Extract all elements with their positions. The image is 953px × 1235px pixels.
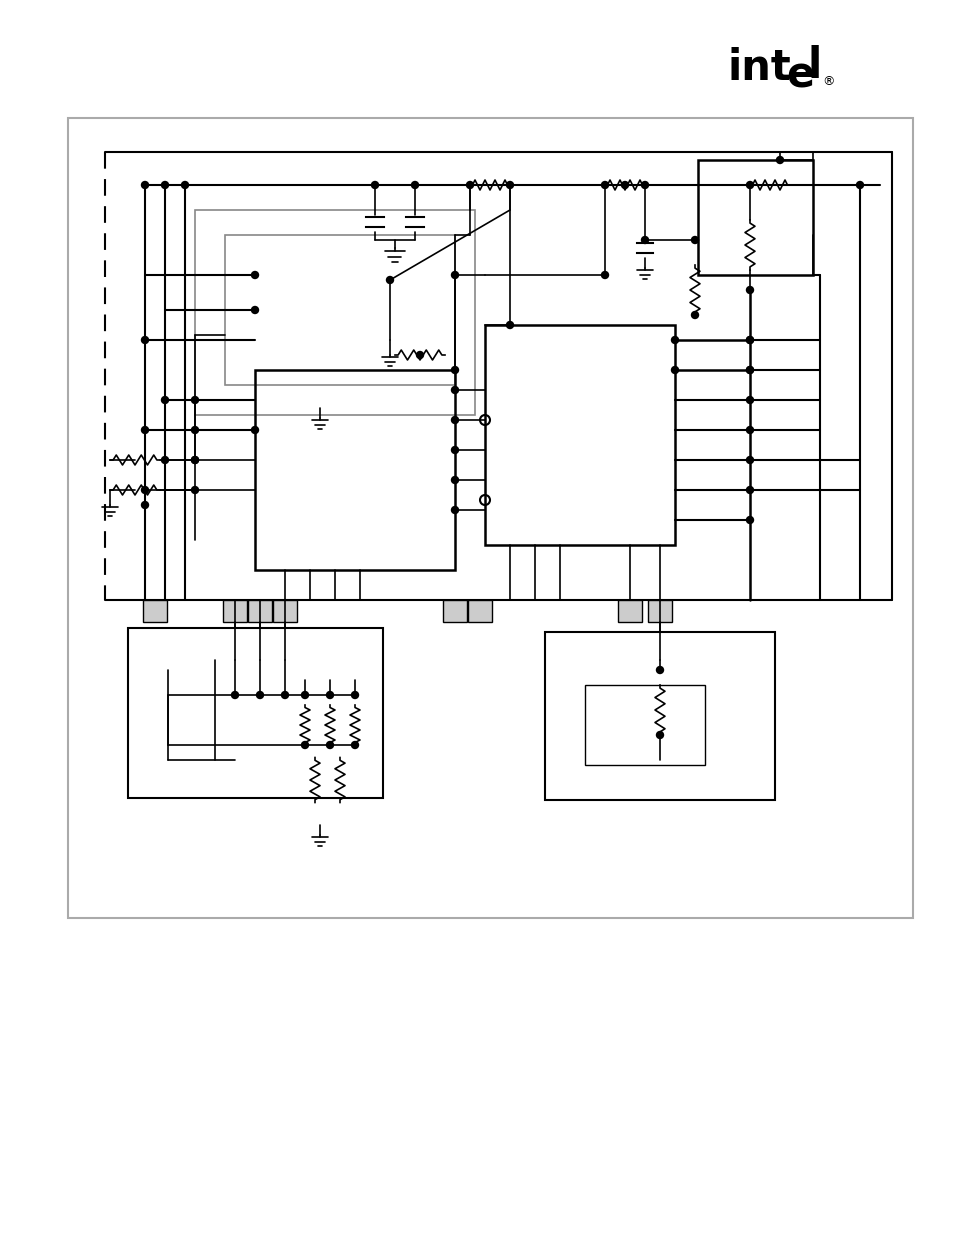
Bar — [194, 210, 475, 415]
Circle shape — [745, 396, 753, 404]
Bar — [248, 600, 272, 622]
Bar — [273, 600, 296, 622]
Bar — [442, 600, 467, 622]
Bar — [143, 600, 167, 622]
Circle shape — [256, 692, 263, 699]
Circle shape — [252, 272, 258, 279]
Circle shape — [192, 396, 198, 404]
Circle shape — [192, 487, 198, 494]
Bar — [225, 235, 455, 385]
Circle shape — [326, 741, 334, 748]
Circle shape — [745, 287, 753, 294]
Circle shape — [301, 692, 308, 699]
Circle shape — [620, 182, 628, 189]
Text: ®: ® — [821, 75, 834, 89]
Circle shape — [671, 367, 678, 373]
Circle shape — [192, 457, 198, 463]
Circle shape — [640, 236, 648, 243]
Circle shape — [745, 487, 753, 494]
Circle shape — [161, 457, 169, 463]
Circle shape — [601, 182, 608, 189]
Circle shape — [141, 487, 149, 494]
Circle shape — [745, 336, 753, 343]
Circle shape — [141, 426, 149, 433]
Circle shape — [451, 506, 458, 514]
Circle shape — [745, 182, 753, 189]
Circle shape — [466, 182, 473, 189]
Circle shape — [161, 396, 169, 404]
Circle shape — [671, 336, 678, 343]
Text: e: e — [785, 56, 814, 98]
Circle shape — [181, 182, 189, 189]
Circle shape — [601, 272, 608, 279]
Circle shape — [451, 447, 458, 453]
Bar — [468, 600, 492, 622]
Circle shape — [776, 157, 782, 163]
Circle shape — [745, 426, 753, 433]
Bar — [68, 119, 912, 918]
Circle shape — [451, 477, 458, 483]
Bar — [618, 600, 641, 622]
Circle shape — [745, 457, 753, 463]
Bar — [584, 685, 704, 764]
Circle shape — [161, 182, 169, 189]
Circle shape — [451, 387, 458, 394]
Bar — [223, 600, 247, 622]
Circle shape — [640, 182, 648, 189]
Circle shape — [745, 367, 753, 373]
Circle shape — [141, 336, 149, 343]
Bar — [254, 370, 455, 571]
Circle shape — [411, 182, 418, 189]
Circle shape — [192, 457, 198, 463]
Circle shape — [451, 416, 458, 424]
Circle shape — [371, 182, 378, 189]
Bar — [647, 600, 671, 622]
Circle shape — [252, 426, 258, 433]
Circle shape — [416, 352, 423, 358]
Circle shape — [656, 731, 662, 739]
Bar — [128, 629, 382, 798]
Circle shape — [451, 272, 458, 279]
Circle shape — [252, 306, 258, 314]
Bar — [484, 325, 675, 545]
Circle shape — [301, 741, 308, 748]
Circle shape — [232, 692, 238, 699]
Text: int: int — [727, 47, 791, 89]
Bar — [698, 161, 812, 275]
Bar — [544, 632, 774, 800]
Circle shape — [192, 426, 198, 433]
Circle shape — [856, 182, 862, 189]
Circle shape — [386, 277, 393, 284]
Circle shape — [691, 311, 698, 319]
Circle shape — [351, 741, 358, 748]
Circle shape — [451, 367, 458, 373]
Circle shape — [745, 336, 753, 343]
Circle shape — [326, 692, 334, 699]
Circle shape — [745, 367, 753, 373]
Circle shape — [281, 692, 288, 699]
Circle shape — [691, 236, 698, 243]
Circle shape — [745, 516, 753, 524]
Circle shape — [351, 692, 358, 699]
Text: l: l — [807, 44, 821, 86]
Circle shape — [506, 182, 513, 189]
Circle shape — [141, 182, 149, 189]
Circle shape — [506, 321, 513, 329]
Circle shape — [141, 501, 149, 509]
Circle shape — [656, 667, 662, 673]
